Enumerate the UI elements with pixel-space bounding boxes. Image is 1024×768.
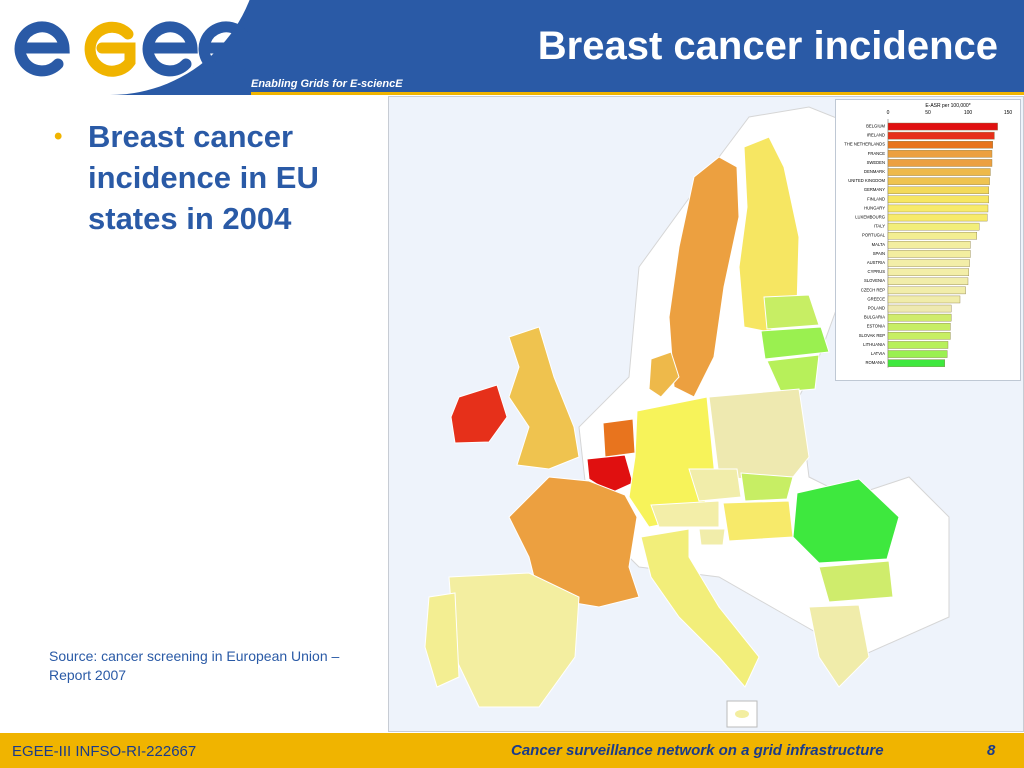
- logo-text: egee: [10, 12, 13, 13]
- legend-country-label: SPAIN: [873, 251, 885, 256]
- legend-bar: [887, 195, 990, 204]
- legend-tick-label: 150: [1004, 110, 1013, 116]
- region-uk: [508, 326, 580, 470]
- legend-bar: [887, 277, 969, 285]
- legend-bar: [887, 304, 952, 313]
- footer-title: Cancer surveillance network on a grid in…: [511, 742, 884, 759]
- legend-chart: E-ASR per 100,000* 0 50 100 150 BELGIUM IRELAN…: [844, 103, 1013, 368]
- legend-bar: [887, 295, 961, 304]
- egee-logo: egee: [10, 12, 250, 77]
- legend-bar: [887, 213, 988, 222]
- legend-bar: [887, 268, 970, 276]
- legend-country-label: FINLAND: [867, 196, 885, 201]
- region-lithuania: [766, 354, 820, 393]
- region-netherlands: [602, 418, 636, 458]
- footer-project-id: EGEE-III INFSO-RI-222667: [12, 743, 197, 760]
- region-latvia: [760, 326, 830, 360]
- legend-country-label: DENMARK: [864, 169, 885, 174]
- legend-country-label: SWEDEN: [867, 160, 885, 165]
- legend-country-label: IRELAND: [867, 133, 885, 138]
- legend-bar: [887, 222, 980, 231]
- legend-bar: [887, 359, 945, 367]
- region-slovakia: [740, 472, 794, 502]
- legend-bar: [887, 159, 993, 167]
- legend-bar: [887, 150, 993, 158]
- region-denmark: [648, 351, 680, 398]
- region-hungary: [722, 500, 794, 542]
- legend-country-label: LATVIA: [871, 351, 885, 356]
- legend-country-label: ITALY: [874, 224, 885, 229]
- legend-bar: [887, 313, 952, 322]
- slide-footer: EGEE-III INFSO-RI-222667 Cancer surveill…: [0, 733, 1024, 768]
- region-portugal: [424, 592, 460, 688]
- slide-header: egee Enabling Grids for E-sciencE Breast…: [0, 0, 1024, 95]
- region-france: [508, 476, 640, 608]
- legend-country-label: BELGIUM: [866, 124, 885, 129]
- legend-country-label: UNITED KINGDOM: [848, 178, 885, 183]
- legend-country-label: SLOVENIA: [864, 278, 885, 283]
- legend-country-label: PORTUGAL: [862, 233, 886, 238]
- region-belgium: [586, 454, 634, 494]
- legend-bar: [887, 231, 978, 240]
- source-note: Source: cancer screening in European Uni…: [49, 648, 340, 683]
- page-number: 8: [987, 742, 996, 759]
- region-ireland: [450, 384, 508, 444]
- legend-title: E-ASR per 100,000*: [925, 103, 970, 109]
- legend-bar: [887, 259, 970, 267]
- legend-country-label: GERMANY: [864, 187, 885, 192]
- bullet-text: Breast cancer incidence in EU states in …: [88, 119, 319, 236]
- tagline: Enabling Grids for E-sciencE: [251, 78, 403, 90]
- legend-bar: [887, 241, 971, 249]
- legend-tick-label: 50: [925, 110, 931, 116]
- legend-country-label: AUSTRIA: [867, 260, 885, 265]
- region-spain: [448, 572, 580, 708]
- legend-bar: [887, 322, 951, 331]
- legend-bar: [887, 250, 971, 258]
- legend-bar: [887, 168, 991, 176]
- region-slovenia: [698, 528, 726, 546]
- legend-country-label: THE NETHERLANDS: [844, 142, 885, 147]
- region-greece: [808, 604, 870, 688]
- legend-country-label: FRANCE: [868, 151, 885, 156]
- legend-country-label: POLAND: [868, 306, 885, 311]
- legend-bar: [887, 141, 994, 149]
- region-sweden: [668, 156, 740, 398]
- legend-country-label: HUNGARY: [864, 205, 885, 210]
- region-malta: [735, 710, 749, 718]
- legend-country-label: MALTA: [872, 242, 886, 247]
- legend-country-label: CYPRUS: [868, 269, 886, 274]
- region-italy: [640, 528, 760, 688]
- legend-panel: E-ASR per 100,000* 0 50 100 150 BELGIUM IRELAN…: [835, 99, 1021, 381]
- slide-title: Breast cancer incidence: [537, 24, 998, 68]
- region-czech: [688, 468, 742, 502]
- legend-country-label: BULGARIA: [864, 315, 885, 320]
- legend-bar: [887, 341, 949, 349]
- region-austria: [650, 500, 720, 528]
- legend-bar: [887, 186, 990, 194]
- legend-bar: [887, 122, 998, 131]
- legend-country-label: LITHUANIA: [863, 342, 885, 347]
- legend-tick-label: 100: [964, 110, 973, 116]
- bullet-dot-icon: •: [54, 123, 63, 150]
- legend-country-label: SLOVAK REP: [859, 333, 885, 338]
- region-romania: [792, 478, 900, 564]
- legend-country-label: CZECH REP: [861, 287, 885, 292]
- legend-bar: [887, 131, 995, 140]
- legend-bar: [887, 204, 989, 213]
- header-rule: [251, 92, 1024, 95]
- region-estonia: [763, 294, 820, 330]
- legend-country-label: ROMANIA: [865, 360, 885, 365]
- legend-bar: [887, 286, 966, 295]
- region-bulgaria: [818, 560, 894, 603]
- europe-map: [388, 96, 1024, 732]
- legend-country-label: GREECE: [867, 296, 885, 301]
- legend-bar: [887, 350, 948, 358]
- legend-bar: [887, 332, 951, 340]
- malta-inset: [726, 700, 758, 728]
- legend-country-label: ESTONIA: [867, 324, 886, 329]
- region-poland: [708, 388, 810, 483]
- legend-bar: [887, 177, 990, 185]
- legend-tick-label: 0: [887, 110, 890, 116]
- legend-country-label: LUXEMBOURG: [855, 215, 885, 220]
